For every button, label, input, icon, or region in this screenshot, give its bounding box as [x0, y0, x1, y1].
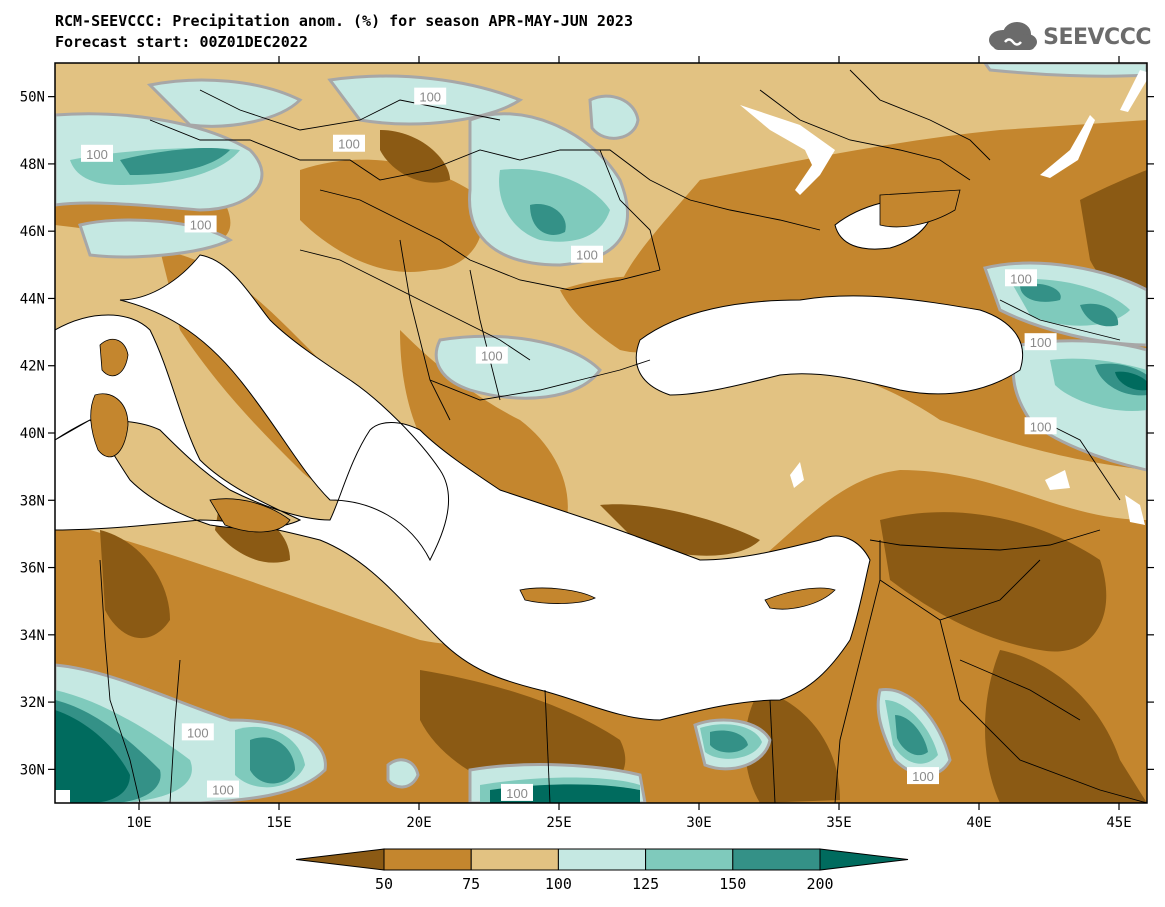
contour-label-text: 100 [576, 248, 598, 263]
country-borders [99, 69, 1147, 803]
contour-label-9: 100 [181, 723, 214, 741]
lat-tick-label-38: 38N [20, 493, 45, 509]
contour-label-bg [475, 346, 508, 364]
colorbar-label-200: 200 [806, 875, 833, 893]
lat-tick-label-46: 46N [20, 224, 45, 240]
colorbar-swatch-3 [557, 848, 647, 871]
contour-label-bg [181, 723, 214, 741]
lat-tick-label-48: 48N [20, 157, 45, 173]
contour-label-8: 100 [1024, 417, 1057, 435]
contour-label-text: 100 [338, 137, 360, 152]
map-fill [55, 63, 1147, 803]
contour-label-bg [1005, 269, 1037, 287]
contour-label-bg [1024, 333, 1057, 351]
colorbar-label-100: 100 [545, 875, 572, 893]
contour-label-bg [1024, 417, 1057, 435]
contour-label-text: 100 [190, 217, 212, 232]
cloud-icon [989, 22, 1038, 50]
colorbar-label-75: 75 [462, 875, 480, 893]
lat-tick-label-44: 44N [20, 291, 45, 307]
contour-label-text: 100 [86, 147, 108, 162]
seevccc-logo: SEEVCCC [985, 20, 1151, 54]
lon-tick-label-15: 15E [266, 815, 291, 831]
contour-label-3: 100 [184, 215, 217, 233]
map-title: RCM-SEEVCCC: Precipitation anom. (%) for… [55, 12, 633, 30]
colorbar-label-50: 50 [375, 875, 393, 893]
colorbar-swatch-2 [470, 848, 559, 871]
contour-label-bg [501, 783, 533, 801]
contour-label-11: 100 [501, 783, 533, 801]
contour-label-text: 100 [1010, 271, 1032, 286]
contour-label-text: 100 [187, 725, 209, 740]
lat-tick-label-34: 34N [20, 628, 45, 644]
masked-patches [55, 70, 1147, 803]
contour-label-text: 100 [1030, 335, 1052, 350]
contour-labels: 100 100 100 100 100 100 100 100 100 100 100 100 100 [81, 87, 1057, 801]
axis-ticks: 10E 15E 20E 25E 30E 35E 40E 45E 30N 32N 34N 36N 38N 4… [20, 56, 1154, 831]
lat-tick-label-40: 40N [20, 426, 45, 442]
colorbar-label-150: 150 [719, 875, 746, 893]
contour-label-text: 100 [419, 90, 441, 105]
lon-tick-label-35: 35E [826, 815, 851, 831]
contour-label-bg [207, 780, 239, 798]
contour-label-bg [414, 87, 447, 105]
contour-label-text: 100 [1030, 419, 1052, 434]
lat-tick-label-50: 50N [20, 90, 45, 106]
colorbar-swatch-4 [645, 848, 734, 871]
logo-text: SEEVCCC [1043, 24, 1151, 50]
lon-tick-label-30: 30E [686, 815, 711, 831]
lat-tick-label-32: 32N [20, 695, 45, 711]
lon-tick-label-45: 45E [1106, 815, 1131, 831]
colorbar-high-extension [819, 848, 909, 871]
contour-label-6: 100 [1005, 269, 1037, 287]
lon-tick-label-10: 10E [126, 815, 151, 831]
contour-label-text: 100 [481, 349, 503, 364]
contour-label-5: 100 [475, 346, 508, 364]
colorbar-swatch-5 [732, 848, 821, 871]
contour-label-text: 100 [912, 769, 934, 784]
contour-label-10: 100 [207, 780, 239, 798]
contour-label-bg [81, 144, 113, 162]
forecast-start-subtitle: Forecast start: 00Z01DEC2022 [55, 33, 308, 51]
contour-label-2: 100 [414, 87, 447, 105]
colorbar-low-extension [295, 848, 385, 871]
lat-tick-label-42: 42N [20, 359, 45, 375]
lat-tick-label-30: 30N [20, 762, 45, 778]
contour-label-12: 100 [907, 767, 939, 785]
contour-label-bg [333, 134, 365, 152]
lon-tick-label-40: 40E [966, 815, 991, 831]
contour-label-bg [184, 215, 217, 233]
contour-label-bg [907, 767, 939, 785]
colorbar-swatch-1 [383, 848, 472, 871]
colorbar-label-125: 125 [632, 875, 659, 893]
contour-label-text: 100 [506, 786, 528, 801]
contour-label-1: 100 [333, 134, 365, 152]
contour-label-bg [571, 245, 603, 263]
colorbar: 50 75 100 125 150 200 [295, 848, 909, 893]
lon-tick-label-25: 25E [546, 815, 571, 831]
contour-label-7: 100 [1024, 333, 1057, 351]
contour-label-text: 100 [212, 783, 234, 798]
islands [90, 189, 961, 610]
lon-tick-label-20: 20E [406, 815, 431, 831]
contour-label-4: 100 [571, 245, 603, 263]
lat-tick-label-36: 36N [20, 561, 45, 577]
contour-label-0: 100 [81, 144, 113, 162]
